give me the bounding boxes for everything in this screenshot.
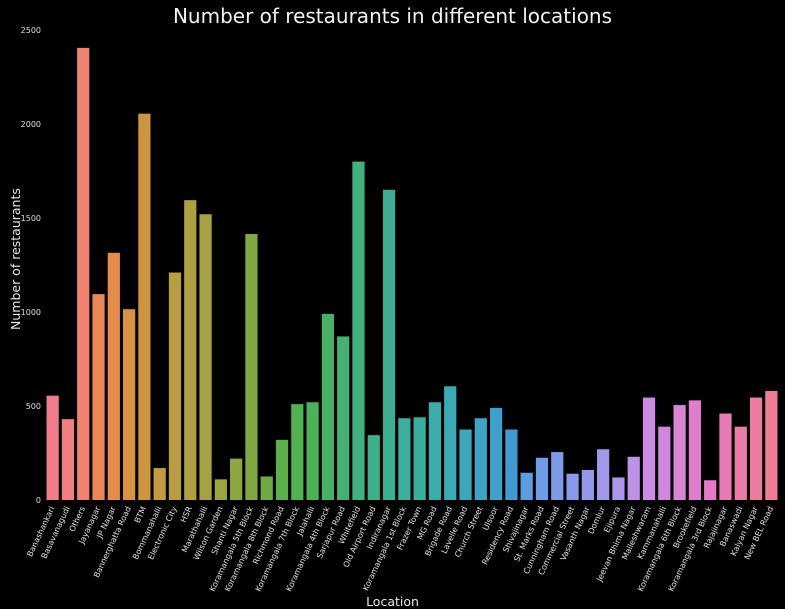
bar (581, 469, 594, 500)
bar (520, 472, 533, 500)
x-axis-title: Location (366, 594, 419, 609)
bar (489, 407, 503, 500)
chart-title: Number of restaurants in different locat… (172, 4, 613, 28)
bar (92, 294, 105, 500)
bar (184, 200, 197, 500)
bar (444, 386, 457, 500)
bar (214, 479, 227, 500)
bar (428, 402, 442, 500)
bar (77, 47, 90, 501)
x-tick-label: HSR (179, 505, 194, 524)
bar (107, 252, 120, 500)
bar (673, 405, 686, 500)
bar (306, 402, 319, 500)
bar (566, 473, 579, 500)
bar (597, 449, 610, 500)
bar (505, 429, 518, 500)
bar (199, 214, 212, 501)
x-tick-label: BTM (133, 505, 148, 525)
bar (688, 400, 702, 500)
bar (398, 418, 411, 500)
bar (413, 417, 426, 500)
bar (612, 477, 625, 500)
bar (719, 413, 732, 500)
y-tick-label: 2000 (21, 120, 41, 129)
bar (459, 429, 472, 500)
bar (474, 418, 487, 500)
bar (765, 390, 778, 500)
y-tick-label: 1000 (21, 308, 41, 317)
bar (46, 395, 59, 500)
bar (658, 426, 671, 500)
bar (382, 189, 396, 501)
bar (168, 272, 182, 500)
bar (153, 468, 166, 500)
bar (734, 426, 747, 500)
bar (61, 419, 75, 500)
y-tick-label: 1500 (21, 214, 41, 223)
bar (642, 397, 656, 500)
bar (535, 457, 549, 500)
bar (367, 435, 380, 500)
y-tick-label: 500 (26, 402, 41, 411)
bar (704, 480, 717, 500)
bar (551, 452, 564, 500)
bar (260, 476, 273, 500)
bar (627, 456, 640, 500)
bar (230, 458, 243, 500)
bar (122, 309, 136, 500)
bar (291, 404, 304, 500)
y-tick-label: 2500 (21, 26, 41, 35)
bar (138, 113, 151, 500)
bar (337, 336, 350, 500)
bar (352, 161, 365, 500)
bar (245, 233, 258, 501)
y-tick-label: 0 (36, 496, 41, 505)
bar (749, 397, 763, 500)
bar (321, 313, 335, 500)
bar (275, 439, 289, 500)
